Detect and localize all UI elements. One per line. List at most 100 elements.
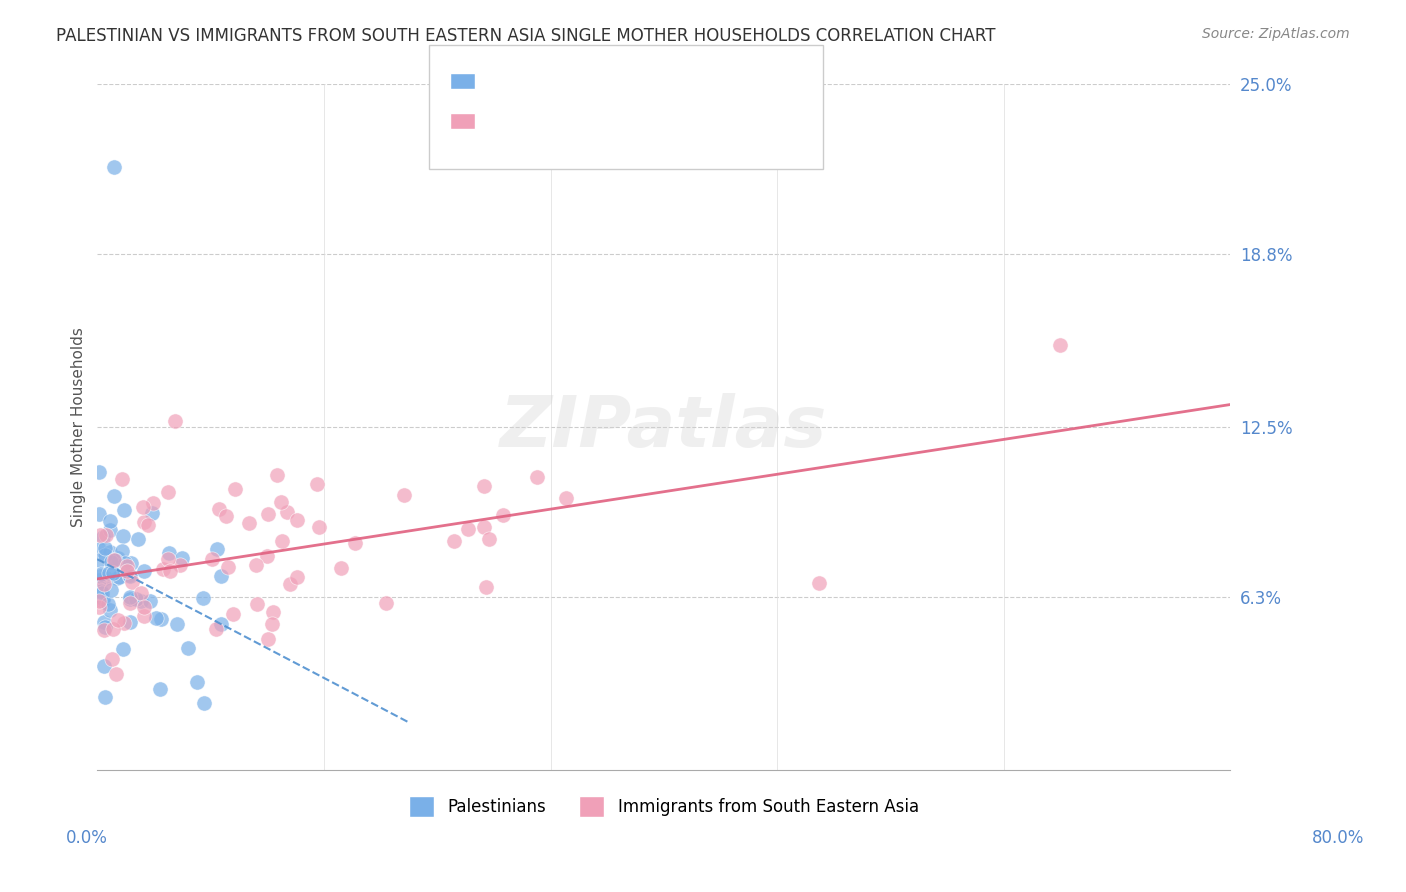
Point [97, 597, 120, 611]
Point [224, 482, 246, 496]
Point [330, 560, 353, 574]
Y-axis label: Single Mother Households: Single Mother Households [72, 327, 86, 527]
Point [87, 553, 110, 567]
Point [91, 585, 114, 599]
Point [217, 560, 239, 574]
Point [129, 593, 152, 607]
Point [112, 642, 135, 657]
Point [132, 500, 155, 515]
Point [266, 468, 288, 483]
Point [1049, 338, 1071, 352]
Point [97, 566, 120, 581]
Point [141, 507, 163, 521]
Point [139, 594, 162, 608]
Point [257, 632, 280, 646]
Point [103, 160, 125, 174]
Point [214, 508, 236, 523]
Point [270, 495, 292, 509]
Point [176, 640, 198, 655]
Point [93, 615, 115, 630]
Point [256, 549, 278, 564]
Point [104, 553, 127, 567]
Point [118, 596, 141, 610]
Point [807, 576, 830, 591]
Point [285, 513, 308, 527]
Point [260, 617, 283, 632]
Point [100, 583, 122, 598]
Point [98, 524, 121, 538]
Point [343, 536, 366, 550]
Point [165, 413, 187, 427]
Point [101, 652, 124, 666]
Point [89, 508, 111, 522]
Point [107, 551, 129, 566]
Point [392, 488, 415, 502]
Point [472, 519, 495, 533]
Point [256, 507, 278, 521]
Point [209, 569, 232, 583]
Point [193, 696, 215, 710]
Point [209, 616, 232, 631]
Point [115, 564, 138, 578]
Point [186, 675, 208, 690]
Point [271, 533, 294, 548]
Text: R = -0.025   N = 64: R = -0.025 N = 64 [460, 71, 650, 89]
Point [156, 485, 179, 500]
Point [246, 597, 269, 611]
Point [245, 558, 267, 572]
Point [111, 529, 134, 543]
Text: 0.0%: 0.0% [66, 829, 108, 847]
Point [472, 479, 495, 493]
Point [127, 532, 149, 546]
Point [112, 503, 135, 517]
Point [114, 556, 136, 570]
Text: 80.0%: 80.0% [1312, 829, 1365, 847]
Point [443, 533, 465, 548]
Point [118, 615, 141, 629]
Point [152, 562, 174, 576]
Point [91, 591, 114, 606]
Point [478, 532, 501, 546]
Point [492, 508, 515, 523]
Point [87, 600, 110, 615]
Point [89, 569, 111, 583]
Point [287, 570, 309, 584]
Point [94, 690, 117, 705]
Text: ZIPatlas: ZIPatlas [501, 392, 828, 462]
Point [103, 622, 125, 636]
Point [205, 622, 228, 636]
Point [98, 545, 121, 559]
Point [96, 528, 118, 542]
Point [90, 583, 112, 598]
Point [93, 658, 115, 673]
Point [89, 528, 111, 542]
Point [172, 550, 194, 565]
Point [94, 571, 117, 585]
Point [278, 577, 301, 591]
Point [375, 596, 398, 610]
Point [87, 593, 110, 607]
Point [87, 573, 110, 587]
Text: Source: ZipAtlas.com: Source: ZipAtlas.com [1202, 27, 1350, 41]
Point [200, 552, 222, 566]
Point [129, 585, 152, 599]
Point [93, 593, 115, 607]
Point [475, 580, 498, 594]
Point [142, 496, 165, 510]
Point [238, 516, 260, 530]
Point [93, 530, 115, 544]
Point [112, 615, 135, 630]
Point [134, 608, 156, 623]
Point [104, 667, 127, 681]
Text: PALESTINIAN VS IMMIGRANTS FROM SOUTH EASTERN ASIA SINGLE MOTHER HOUSEHOLDS CORRE: PALESTINIAN VS IMMIGRANTS FROM SOUTH EAS… [56, 27, 995, 45]
Point [111, 472, 134, 486]
Point [94, 541, 117, 555]
Point [157, 551, 180, 566]
Point [134, 599, 156, 614]
Point [276, 504, 298, 518]
Point [262, 605, 284, 619]
Point [98, 514, 121, 528]
Point [145, 611, 167, 625]
Point [93, 577, 115, 591]
Point [208, 502, 231, 516]
